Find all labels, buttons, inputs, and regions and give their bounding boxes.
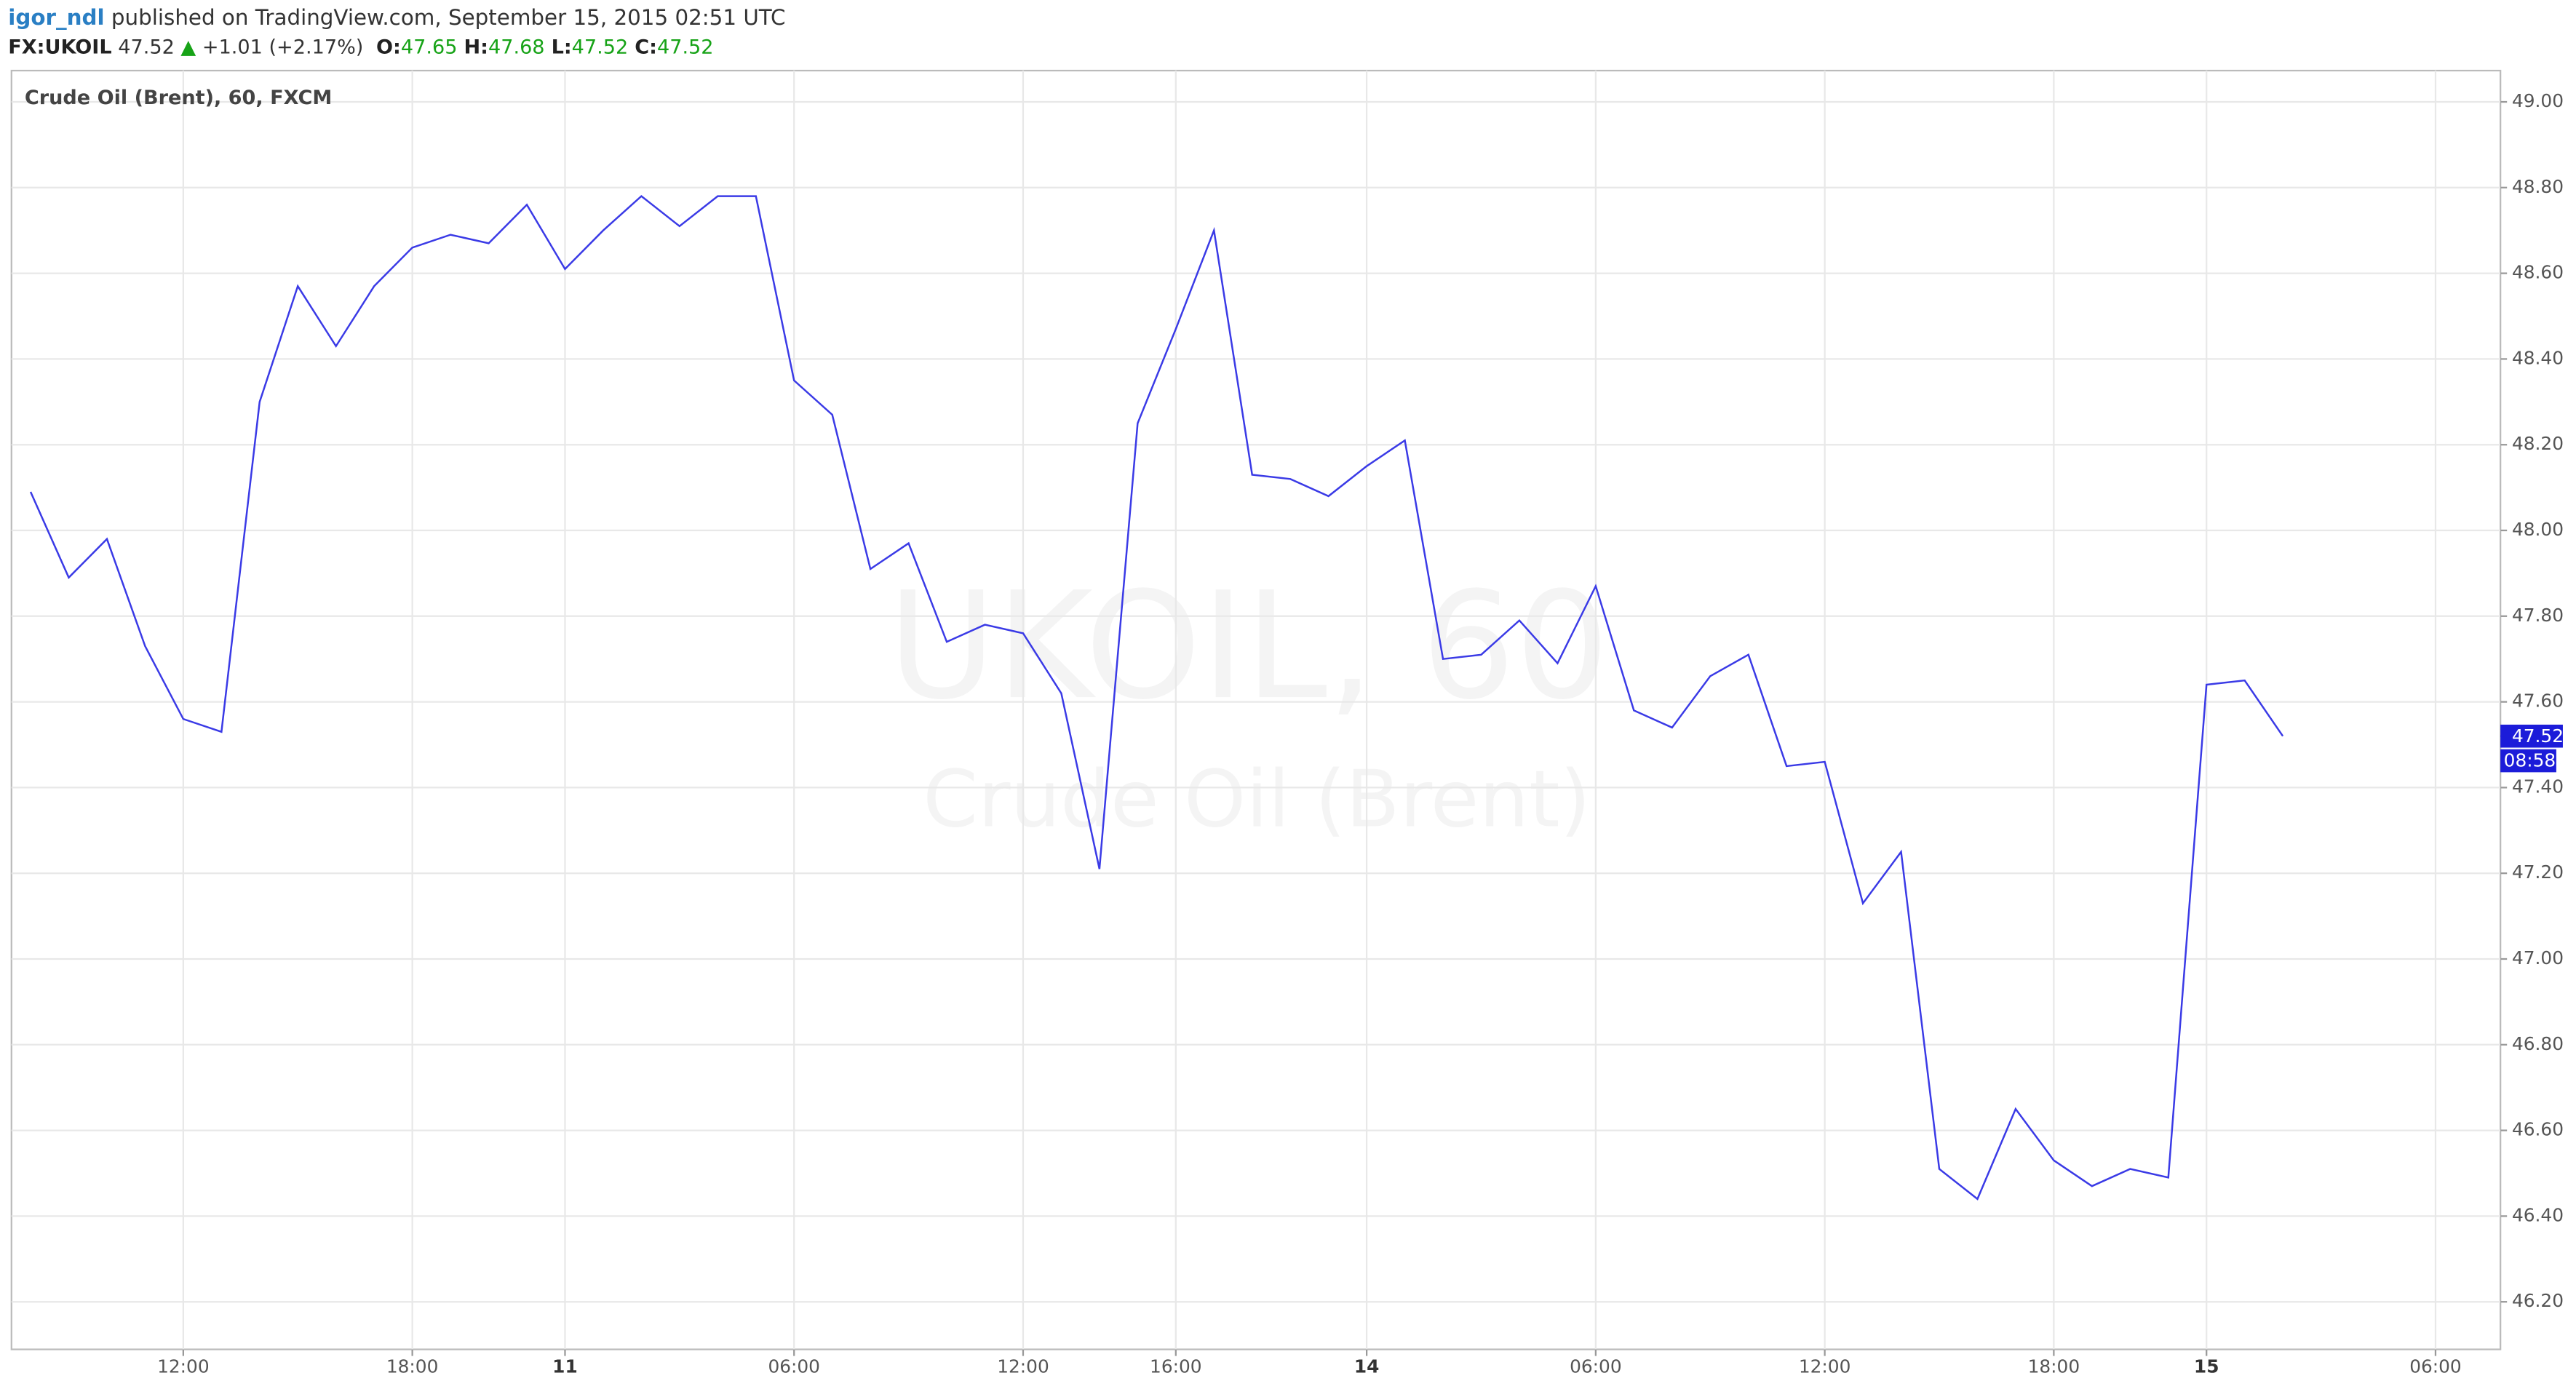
ohlc-key: L: [552, 36, 572, 58]
arrow: ▲ [180, 36, 196, 58]
chart-title: Crude Oil (Brent), 60, FXCM [25, 87, 332, 109]
x-tick-label: 12:00 [1799, 1356, 1851, 1377]
ohlc-value: 47.68 [488, 36, 545, 58]
price: 47.52 [118, 36, 175, 58]
ohlc-key: C: [635, 36, 657, 58]
y-tick-label: 46.60 [2512, 1119, 2564, 1140]
ohlc-value: 47.65 [401, 36, 458, 58]
y-tick-label: 47.00 [2512, 947, 2564, 968]
y-tick-label: 47.80 [2512, 605, 2564, 626]
last-price-label: 47.52 [2512, 725, 2564, 747]
y-tick-label: 49.00 [2512, 90, 2564, 111]
y-tick-label: 46.40 [2512, 1204, 2564, 1225]
countdown-badge [2500, 749, 2556, 773]
x-tick-label: 06:00 [768, 1356, 820, 1377]
y-tick-label: 48.00 [2512, 519, 2564, 540]
y-tick-label: 47.60 [2512, 690, 2564, 712]
ohlc: O:47.65 H:47.68 L:47.52 C:47.52 [376, 36, 714, 58]
header-line: igor_ndl published on TradingView.com, S… [8, 4, 785, 29]
y-tick-label: 48.20 [2512, 433, 2564, 454]
x-tick-label: 12:00 [997, 1356, 1049, 1377]
symbol-line: FX:UKOIL 47.52 ▲ +1.01 (+2.17%) O:47.65 H… [8, 36, 713, 58]
x-tick-label: 15 [2194, 1356, 2219, 1377]
countdown-label: 08:58 [2504, 750, 2556, 771]
watermark-sub: Crude Oil (Brent) [923, 752, 1591, 845]
x-tick-label: 12:00 [157, 1356, 210, 1377]
x-tick-label: 18:00 [386, 1356, 439, 1377]
marks [29, 194, 2284, 1201]
price-line [29, 194, 2284, 1201]
ohlc-key: O: [376, 36, 401, 58]
plot-frame [10, 69, 2502, 1350]
change: +1.01 (+2.17%) [202, 36, 364, 58]
x-tick-label: 18:00 [2028, 1356, 2080, 1377]
ohlc-key: H: [464, 36, 488, 58]
ohlc-value: 47.52 [657, 36, 714, 58]
grid [11, 71, 2508, 1356]
y-tick-label: 48.60 [2512, 262, 2564, 283]
x-tick-label: 11 [552, 1356, 578, 1377]
published: published on TradingView.com, September … [111, 4, 786, 29]
y-tick-label: 47.20 [2512, 861, 2564, 883]
y-tick-label: 48.80 [2512, 176, 2564, 197]
y-tick-label: 46.80 [2512, 1033, 2564, 1054]
x-tick-label: 06:00 [1570, 1356, 1622, 1377]
y-tick-label: 46.20 [2512, 1290, 2564, 1311]
y-tick-label: 47.40 [2512, 776, 2564, 797]
symbol: FX:UKOIL [8, 36, 111, 58]
x-tick-label: 06:00 [2409, 1356, 2462, 1377]
watermark: UKOIL, 60 [888, 560, 1610, 732]
y-tick-label: 48.40 [2512, 347, 2564, 368]
last-price-badge [2500, 724, 2563, 748]
x-tick-label: 16:00 [1150, 1356, 1202, 1377]
x-tick-label: 14 [1354, 1356, 1380, 1377]
author[interactable]: igor_ndl [8, 4, 104, 29]
ohlc-value: 47.52 [572, 36, 629, 58]
